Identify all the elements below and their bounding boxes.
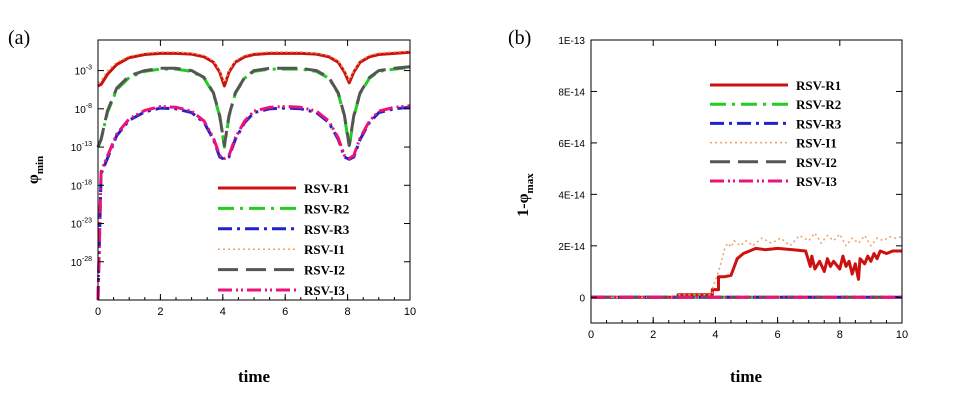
series-rsv-i3-line	[96, 104, 411, 301]
x-tick-label: 2	[157, 306, 163, 318]
x-tick-label: 10	[404, 306, 416, 318]
panel-a-ylabel-main: φ	[25, 174, 42, 184]
x-tick-label: 6	[282, 306, 288, 318]
y-tick-label: 2E-14	[558, 242, 585, 253]
panel-a-ylabel-sub: min	[34, 156, 46, 174]
y-tick-label: 10-28	[71, 256, 92, 269]
panel-b-ylabel-main: 1-φ	[515, 193, 532, 216]
panel-b-legend: RSV-R1 RSV-R2 RSV-R3 RSV-I1 RSV-I2 RSV-I3	[710, 78, 842, 189]
panel-a-xlabel: time	[238, 367, 271, 386]
panel-a-legend: RSV-R1 RSV-R2 RSV-R3 RSV-I1 RSV-I2 RSV-I3	[218, 181, 350, 298]
y-tick-label: 0	[579, 293, 585, 304]
x-tick-label: 0	[588, 329, 594, 341]
series-rsv-r1-line	[97, 50, 411, 88]
panel-b-ylabel-sub: max	[524, 173, 536, 194]
y-tick-label: 10-18	[71, 179, 92, 192]
legend-label-rsv-r3: RSV-R3	[796, 116, 842, 131]
x-tick-label: 8	[345, 306, 351, 318]
x-tick-label: 4	[712, 329, 718, 341]
panel-a-label: (a)	[8, 27, 30, 49]
legend-label-rsv-i3: RSV-I3	[304, 283, 345, 298]
legend-label-rsv-i2: RSV-I2	[796, 155, 837, 170]
legend-label-rsv-r3: RSV-R3	[304, 222, 350, 237]
x-tick-label: 10	[896, 329, 908, 341]
panel-a-y-ticks: 10-28 10-23 10-18 10-13 10-8 10-3	[71, 65, 410, 269]
legend-label-rsv-r1: RSV-R1	[304, 181, 349, 196]
y-tick-label: 10-8	[75, 103, 92, 116]
y-tick-label: 1E-13	[558, 36, 585, 47]
legend-label-rsv-i2: RSV-I2	[304, 263, 345, 278]
legend-label-rsv-r2: RSV-R2	[304, 201, 349, 216]
panel-a-plot-frame	[97, 39, 411, 301]
x-tick-label: 4	[220, 306, 226, 318]
x-tick-label: 0	[95, 306, 101, 318]
y-tick-label: 10-23	[71, 218, 92, 231]
panel-b-label: (b)	[508, 27, 531, 49]
panel-a: (a) 0 2 4 6 8 10 10-28 10-23 10-18 10-13 10-8 10-3…	[8, 27, 416, 386]
panel-a-ylabel: φmin	[25, 156, 46, 184]
x-tick-label: 2	[650, 329, 656, 341]
panel-b-x-ticks: 0 2 4 6 8 10	[588, 40, 908, 341]
legend-label-rsv-r2: RSV-R2	[796, 97, 841, 112]
panel-b-series	[591, 232, 903, 299]
series-rsv-i2-line	[96, 65, 411, 148]
series-rsv-i1-line	[591, 232, 903, 299]
legend-label-rsv-r1: RSV-R1	[796, 78, 841, 93]
y-tick-label: 4E-14	[558, 190, 585, 201]
y-tick-label: 10-3	[75, 65, 92, 78]
legend-label-rsv-i3: RSV-I3	[796, 174, 837, 189]
series-rsv-r1-line	[591, 246, 902, 299]
y-tick-label: 10-13	[71, 141, 92, 154]
panel-b: (b) 0 2 4 6 8 10 0 2E-14 4E-14 6E-14 8E-14 1E-13 1…	[508, 27, 908, 386]
panel-b-xlabel: time	[730, 367, 763, 386]
x-tick-label: 8	[837, 329, 843, 341]
legend-label-rsv-i1: RSV-I1	[796, 136, 837, 151]
panel-b-ylabel: 1-φmax	[515, 173, 536, 217]
y-tick-label: 8E-14	[558, 87, 585, 98]
panel-a-series	[96, 50, 411, 301]
panel-b-y-ticks: 0 2E-14 4E-14 6E-14 8E-14 1E-13	[558, 36, 902, 304]
y-tick-label: 6E-14	[558, 139, 585, 150]
legend-label-rsv-i1: RSV-I1	[304, 242, 345, 257]
x-tick-label: 6	[775, 329, 781, 341]
panel-a-x-ticks: 0 2 4 6 8 10	[95, 40, 416, 318]
